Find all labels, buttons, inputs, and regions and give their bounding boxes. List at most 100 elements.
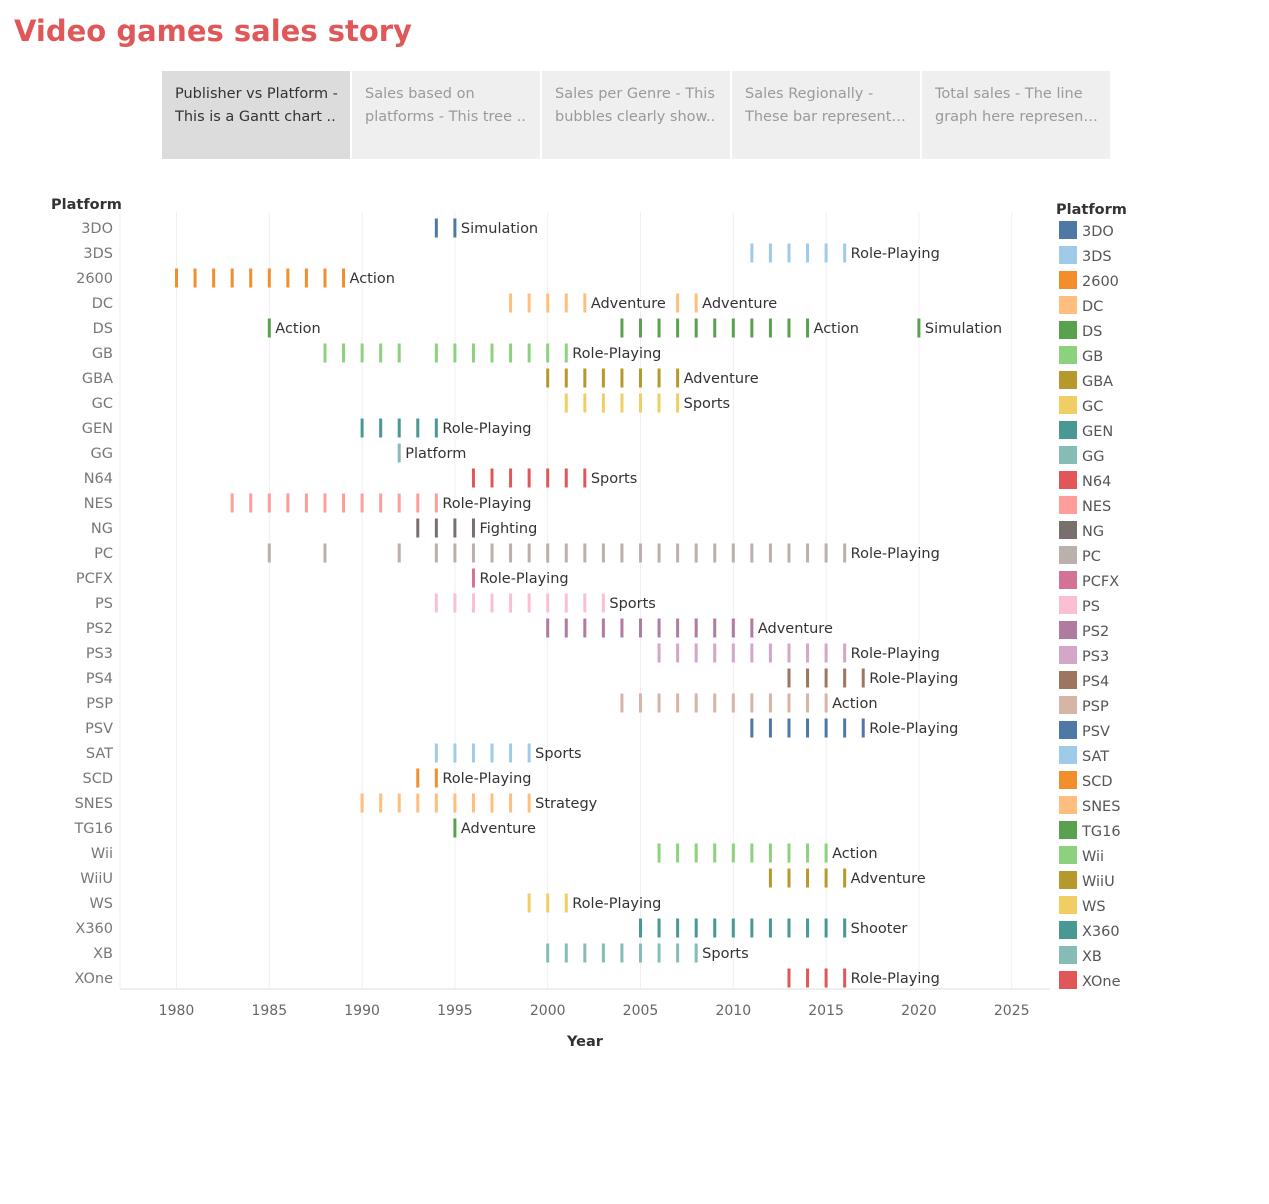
- gantt-mark[interactable]: [694, 943, 698, 963]
- gantt-mark[interactable]: [713, 618, 717, 638]
- legend-swatch[interactable]: [1059, 246, 1077, 264]
- gantt-mark[interactable]: [768, 243, 772, 263]
- gantt-mark[interactable]: [787, 918, 791, 938]
- gantt-mark[interactable]: [824, 868, 828, 888]
- gantt-mark[interactable]: [657, 393, 661, 413]
- gantt-mark[interactable]: [843, 668, 847, 688]
- gantt-mark[interactable]: [620, 943, 624, 963]
- gantt-mark[interactable]: [323, 493, 327, 513]
- gantt-mark[interactable]: [843, 543, 847, 563]
- gantt-mark[interactable]: [639, 368, 642, 388]
- gantt-mark[interactable]: [267, 318, 271, 338]
- gantt-mark[interactable]: [490, 468, 494, 488]
- gantt-mark[interactable]: [583, 393, 587, 413]
- gantt-mark[interactable]: [323, 343, 327, 363]
- gantt-mark[interactable]: [583, 543, 587, 563]
- gantt-mark[interactable]: [471, 743, 475, 763]
- gantt-mark[interactable]: [676, 843, 680, 863]
- gantt-mark[interactable]: [806, 668, 810, 688]
- gantt-mark[interactable]: [806, 693, 810, 713]
- gantt-mark[interactable]: [249, 493, 253, 513]
- gantt-mark[interactable]: [676, 543, 680, 563]
- gantt-mark[interactable]: [787, 243, 791, 263]
- legend-swatch[interactable]: [1059, 221, 1077, 239]
- gantt-mark[interactable]: [787, 668, 791, 688]
- gantt-mark[interactable]: [731, 618, 735, 638]
- gantt-mark[interactable]: [787, 843, 791, 863]
- gantt-mark[interactable]: [750, 318, 754, 338]
- gantt-mark[interactable]: [806, 243, 810, 263]
- gantt-mark[interactable]: [824, 918, 828, 938]
- gantt-mark[interactable]: [342, 493, 346, 513]
- gantt-mark[interactable]: [750, 543, 754, 563]
- legend-swatch[interactable]: [1059, 321, 1077, 339]
- gantt-mark[interactable]: [546, 893, 550, 913]
- gantt-mark[interactable]: [787, 718, 791, 738]
- gantt-mark[interactable]: [434, 543, 438, 563]
- gantt-mark[interactable]: [453, 518, 457, 538]
- gantt-mark[interactable]: [583, 368, 587, 388]
- gantt-mark[interactable]: [861, 668, 865, 688]
- gantt-mark[interactable]: [564, 393, 568, 413]
- gantt-mark[interactable]: [360, 418, 364, 438]
- gantt-mark[interactable]: [750, 718, 754, 738]
- gantt-mark[interactable]: [434, 793, 438, 813]
- gantt-mark[interactable]: [509, 543, 513, 563]
- gantt-mark[interactable]: [397, 543, 401, 563]
- gantt-mark[interactable]: [824, 718, 828, 738]
- gantt-mark[interactable]: [694, 318, 698, 338]
- gantt-mark[interactable]: [601, 543, 605, 563]
- gantt-mark[interactable]: [453, 543, 457, 563]
- gantt-mark[interactable]: [583, 293, 587, 313]
- gantt-mark[interactable]: [453, 743, 457, 763]
- gantt-mark[interactable]: [824, 968, 828, 988]
- legend-swatch[interactable]: [1059, 846, 1077, 864]
- gantt-mark[interactable]: [267, 543, 271, 563]
- legend-swatch[interactable]: [1059, 371, 1077, 389]
- gantt-mark[interactable]: [620, 693, 624, 713]
- gantt-mark[interactable]: [713, 643, 717, 663]
- gantt-mark[interactable]: [527, 793, 531, 813]
- gantt-mark[interactable]: [676, 393, 680, 413]
- gantt-mark[interactable]: [434, 593, 438, 613]
- gantt-mark[interactable]: [509, 793, 513, 813]
- gantt-mark[interactable]: [397, 493, 401, 513]
- gantt-mark[interactable]: [676, 693, 680, 713]
- gantt-mark[interactable]: [917, 318, 921, 338]
- legend-swatch[interactable]: [1059, 471, 1077, 489]
- gantt-mark[interactable]: [620, 618, 624, 638]
- legend-swatch[interactable]: [1059, 921, 1077, 939]
- gantt-mark[interactable]: [546, 943, 550, 963]
- gantt-mark[interactable]: [843, 243, 847, 263]
- gantt-mark[interactable]: [471, 343, 475, 363]
- gantt-mark[interactable]: [787, 693, 791, 713]
- gantt-mark[interactable]: [843, 918, 847, 938]
- gantt-mark[interactable]: [527, 543, 531, 563]
- gantt-mark[interactable]: [379, 343, 383, 363]
- gantt-mark[interactable]: [768, 918, 772, 938]
- gantt-mark[interactable]: [806, 918, 810, 938]
- gantt-mark[interactable]: [230, 493, 234, 513]
- gantt-mark[interactable]: [453, 793, 457, 813]
- legend-swatch[interactable]: [1059, 446, 1077, 464]
- gantt-mark[interactable]: [379, 793, 383, 813]
- gantt-mark[interactable]: [583, 943, 587, 963]
- gantt-mark[interactable]: [546, 543, 550, 563]
- gantt-mark[interactable]: [416, 493, 420, 513]
- gantt-mark[interactable]: [768, 543, 772, 563]
- gantt-mark[interactable]: [342, 268, 346, 288]
- legend-swatch[interactable]: [1059, 746, 1077, 764]
- tab-total-sales[interactable]: Total sales - The line graph here repres…: [922, 71, 1110, 159]
- gantt-mark[interactable]: [564, 368, 568, 388]
- gantt-mark[interactable]: [768, 843, 772, 863]
- tab-sales-per-genre[interactable]: Sales per Genre - This bubbles clearly s…: [542, 71, 730, 159]
- gantt-mark[interactable]: [434, 343, 438, 363]
- gantt-mark[interactable]: [342, 343, 346, 363]
- gantt-mark[interactable]: [434, 518, 438, 538]
- gantt-mark[interactable]: [639, 918, 642, 938]
- gantt-mark[interactable]: [676, 368, 680, 388]
- gantt-mark[interactable]: [583, 468, 587, 488]
- gantt-mark[interactable]: [323, 268, 327, 288]
- gantt-mark[interactable]: [490, 793, 494, 813]
- gantt-mark[interactable]: [249, 268, 253, 288]
